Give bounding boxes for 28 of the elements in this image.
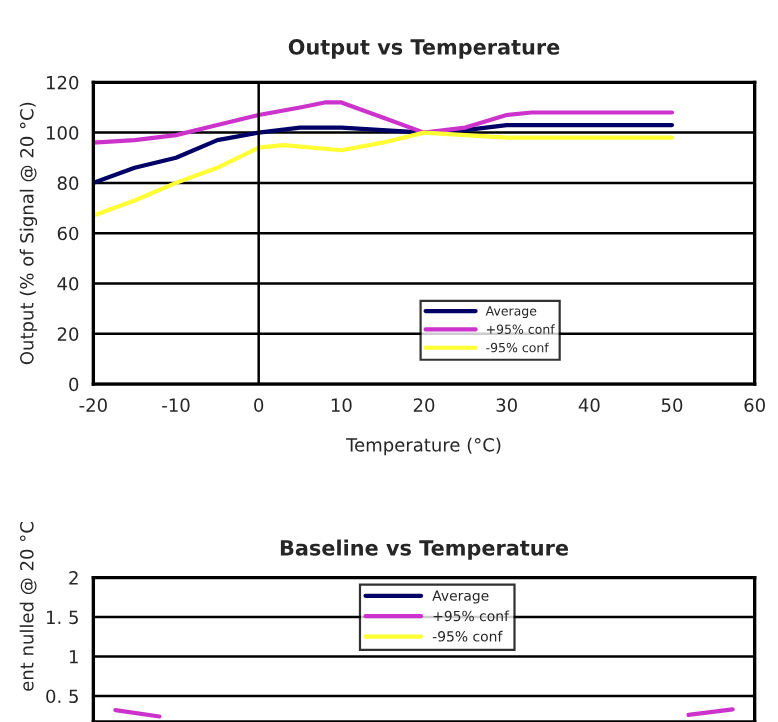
- chart-title: Baseline vs Temperature: [280, 539, 569, 560]
- y-tick-label: 0: [69, 377, 79, 392]
- y-tick-label: 1. 5: [47, 610, 78, 625]
- line-series: [93, 100, 675, 145]
- x-tick-label: -20: [79, 398, 107, 412]
- x-tick-label: 50: [661, 398, 683, 412]
- y-tick-label: 40: [57, 276, 79, 291]
- x-tick-label: 0: [254, 398, 264, 412]
- line-series: [93, 130, 675, 218]
- y-tick-label: 60: [57, 226, 79, 241]
- x-tick-label: -10: [162, 398, 190, 412]
- y-tick-label: 1: [69, 650, 78, 664]
- x-tick-label: 30: [496, 398, 517, 412]
- y-tick-label: 80: [57, 176, 79, 191]
- y-tick-label: 2: [69, 571, 78, 585]
- x-tick-label: 60: [744, 398, 765, 412]
- line-series: [93, 122, 675, 185]
- x-tick-label: 10: [331, 398, 352, 412]
- y-tick-label: 120: [46, 75, 79, 90]
- x-tick-label: 20: [413, 398, 435, 412]
- x-axis-title: Temperature (°C): [346, 437, 501, 456]
- y-axis-title: ent nulled @ 20 °C: [19, 522, 37, 691]
- chart-title: Output vs Temperature: [288, 39, 560, 59]
- x-tick-label: 40: [578, 398, 600, 412]
- y-tick-label: 100: [46, 126, 79, 140]
- y-tick-label: 0. 5: [46, 689, 78, 704]
- y-tick-label: 20: [57, 327, 79, 341]
- y-axis-title: Output (% of Signal @ 20 °C): [19, 102, 38, 365]
